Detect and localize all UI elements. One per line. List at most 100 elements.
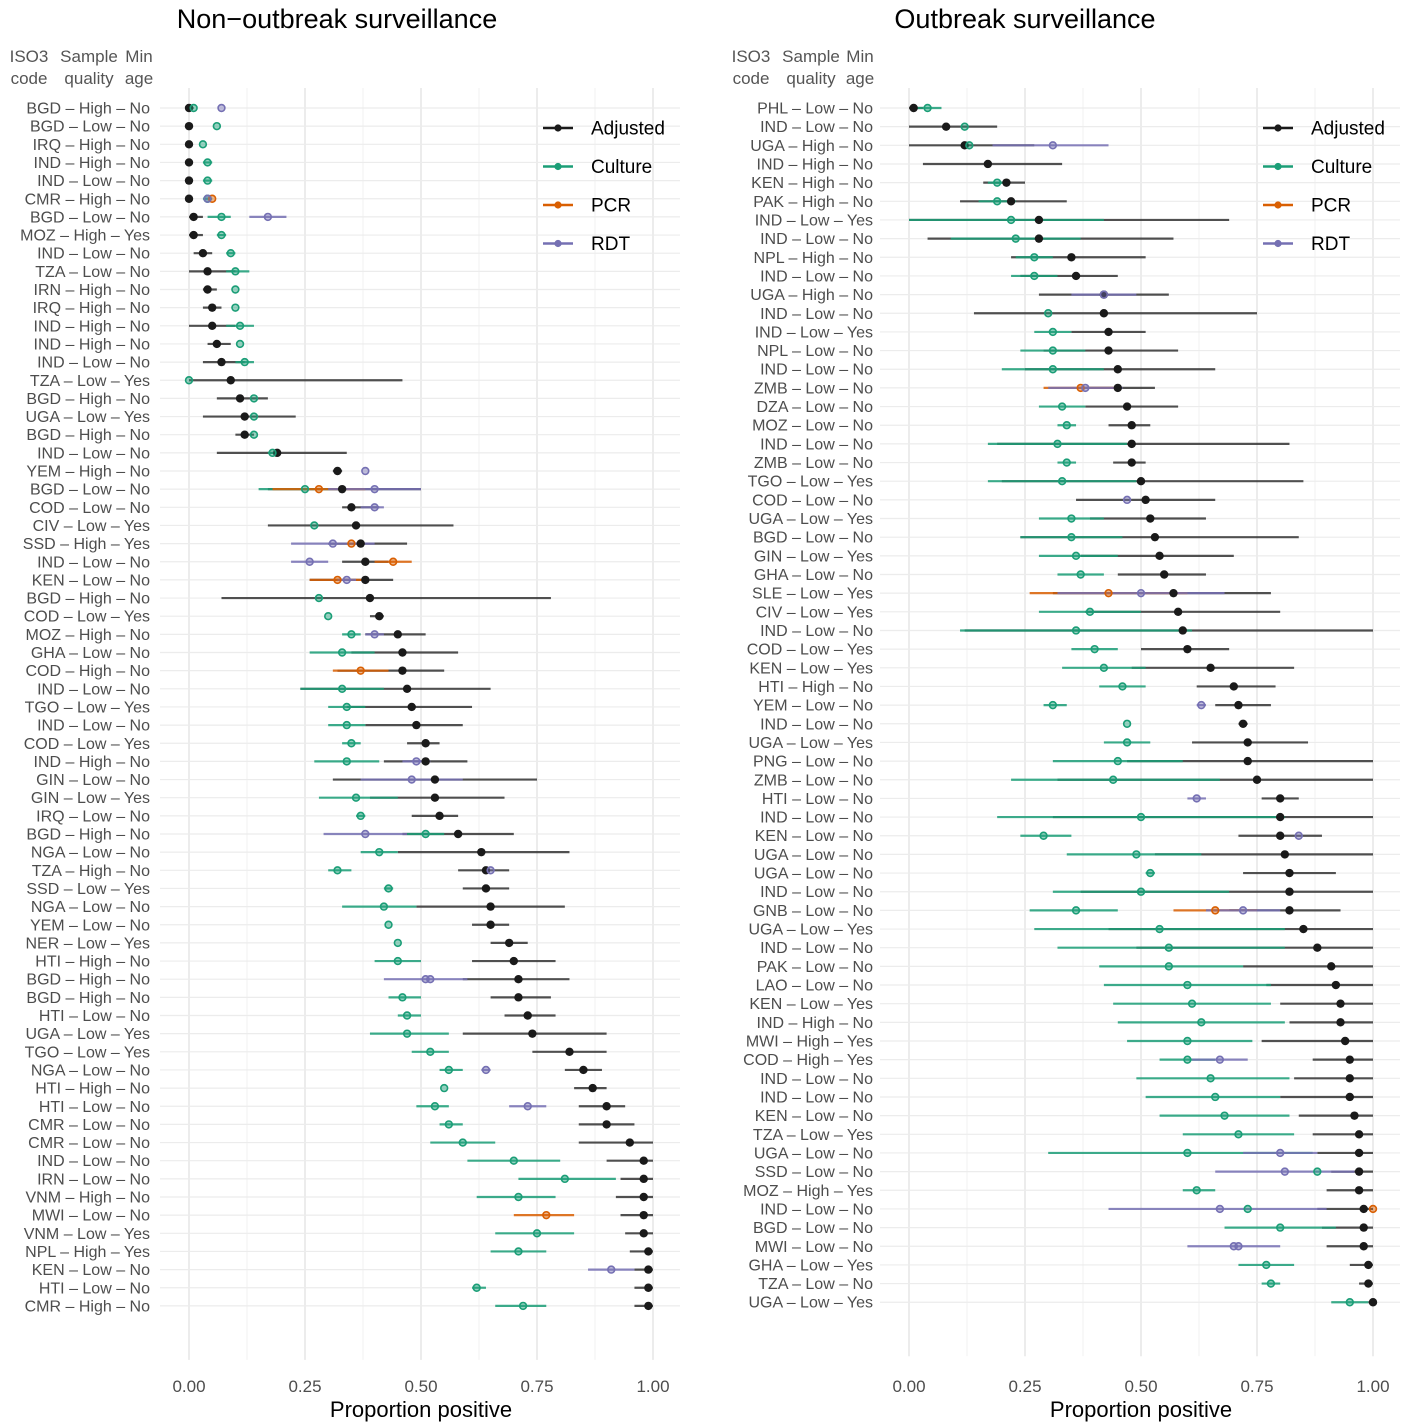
x-tick-label: 0.00 — [172, 1377, 205, 1396]
culture-point — [1090, 644, 1099, 654]
adjusted-point — [412, 720, 421, 730]
row-label: GIN – Low – No — [36, 772, 150, 789]
adjusted-point — [184, 176, 194, 185]
culture-point — [1006, 215, 1016, 225]
adjusted-point — [375, 612, 384, 621]
row-label: TZA – Low – No — [35, 264, 150, 281]
culture-point — [231, 267, 240, 276]
rdt-point — [1238, 906, 1248, 915]
row-label: COD – Low – No — [752, 492, 873, 509]
culture-point — [379, 902, 389, 911]
row-label: CMR – Low – No — [28, 1117, 150, 1134]
adjusted-point — [644, 1301, 653, 1311]
adjusted-point — [1276, 831, 1285, 840]
rdt-point — [1136, 588, 1146, 598]
row-label: GHA – Low – No — [31, 645, 150, 662]
adjusted-point — [644, 1283, 653, 1292]
row-label: IND – Low – No — [37, 173, 150, 190]
adjusted-point — [639, 1229, 648, 1238]
legend-label: Adjusted — [591, 119, 665, 140]
row-label: HTI – Low – No — [39, 1099, 150, 1116]
rdt-point — [1294, 831, 1303, 840]
legend-key-point — [1274, 201, 1282, 209]
rdt-point — [305, 557, 314, 566]
adjusted-point — [208, 321, 217, 330]
row-label: HTI – High – No — [758, 679, 873, 696]
culture-point — [965, 141, 974, 150]
adjusted-point — [486, 902, 495, 911]
adjusted-point — [356, 539, 365, 548]
adjusted-point — [1113, 365, 1123, 374]
row-label: YEM – Low – No — [753, 698, 873, 715]
header-sample: Sample — [60, 47, 118, 66]
row-label: NPL – High – No — [754, 250, 874, 267]
culture-point — [923, 103, 932, 113]
row-label: BGD – Low – No — [753, 530, 873, 547]
adjusted-point — [639, 1174, 648, 1184]
header-quality: quality — [64, 69, 114, 88]
adjusted-point — [644, 1247, 653, 1256]
culture-point — [212, 121, 222, 131]
pcr-point — [333, 575, 342, 585]
adjusted-point — [203, 285, 212, 294]
culture-point — [347, 739, 356, 748]
adjusted-point — [1299, 924, 1308, 934]
adjusted-point — [1354, 1167, 1364, 1176]
row-label: CIV – Low – Yes — [756, 604, 873, 621]
row-label: HTI – High – No — [35, 954, 150, 971]
row-label: UGA – Low – Yes — [25, 1026, 150, 1043]
row-label: SLE – Low – Yes — [752, 586, 873, 603]
row-label: GIN – Low – Yes — [31, 790, 150, 807]
row-label: UGA – Low – Yes — [748, 511, 873, 528]
legend-label: Adjusted — [1311, 119, 1385, 140]
rdt-point — [342, 575, 351, 585]
row-label: YEM – Low – No — [30, 917, 150, 934]
rdt-point — [1099, 290, 1109, 299]
row-label: NGA – Low – No — [31, 845, 150, 862]
legend-key-point — [1274, 124, 1282, 132]
row-label: HTI – Low – No — [762, 791, 873, 808]
culture-point — [1053, 439, 1062, 449]
rdt-point — [361, 466, 370, 476]
row-label: UGA – Low – No — [754, 866, 873, 883]
adjusted-point — [1173, 607, 1183, 617]
adjusted-point — [1336, 999, 1345, 1008]
culture-point — [440, 1083, 449, 1093]
rdt-point — [370, 503, 379, 512]
pcr-point — [347, 539, 356, 548]
culture-point — [310, 521, 319, 530]
adjusted-point — [1327, 962, 1336, 971]
row-label: TZA – High – No — [32, 863, 150, 880]
row-label: MOZ – High – No — [26, 627, 151, 644]
rdt-point — [1048, 141, 1058, 150]
row-label: MWI – Low – No — [32, 1208, 150, 1225]
row-label: SSD – Low – No — [755, 1164, 873, 1181]
culture-point — [189, 103, 198, 113]
adjusted-point — [361, 557, 370, 566]
adjusted-point — [1183, 644, 1192, 654]
culture-point — [1313, 1167, 1322, 1176]
row-label: TGO – Low – Yes — [748, 474, 873, 491]
row-label: GNB – Low – No — [753, 903, 873, 920]
row-label: YEM – High – No — [26, 464, 150, 481]
row-label: UGA – High – No — [750, 287, 873, 304]
culture-point — [421, 829, 430, 839]
culture-point — [249, 412, 259, 421]
culture-point — [1211, 1092, 1220, 1102]
adjusted-point — [430, 775, 440, 784]
adjusted-point — [421, 757, 430, 766]
row-label: BGD – High – No — [26, 427, 150, 444]
adjusted-point — [347, 503, 356, 512]
rdt-point — [370, 484, 379, 494]
adjusted-point — [1006, 197, 1016, 206]
culture-point — [560, 1174, 570, 1184]
row-label: IND – Low – Yes — [755, 324, 873, 341]
adjusted-point — [1206, 663, 1215, 672]
adjusted-point — [1359, 1242, 1368, 1251]
row-label: IND – High – No — [757, 156, 874, 173]
culture-point — [333, 866, 342, 875]
culture-point — [1183, 1148, 1192, 1158]
row-label: NER – Low – Yes — [25, 935, 150, 952]
row-label: COD – Low – No — [29, 500, 150, 517]
culture-point — [1062, 421, 1071, 430]
